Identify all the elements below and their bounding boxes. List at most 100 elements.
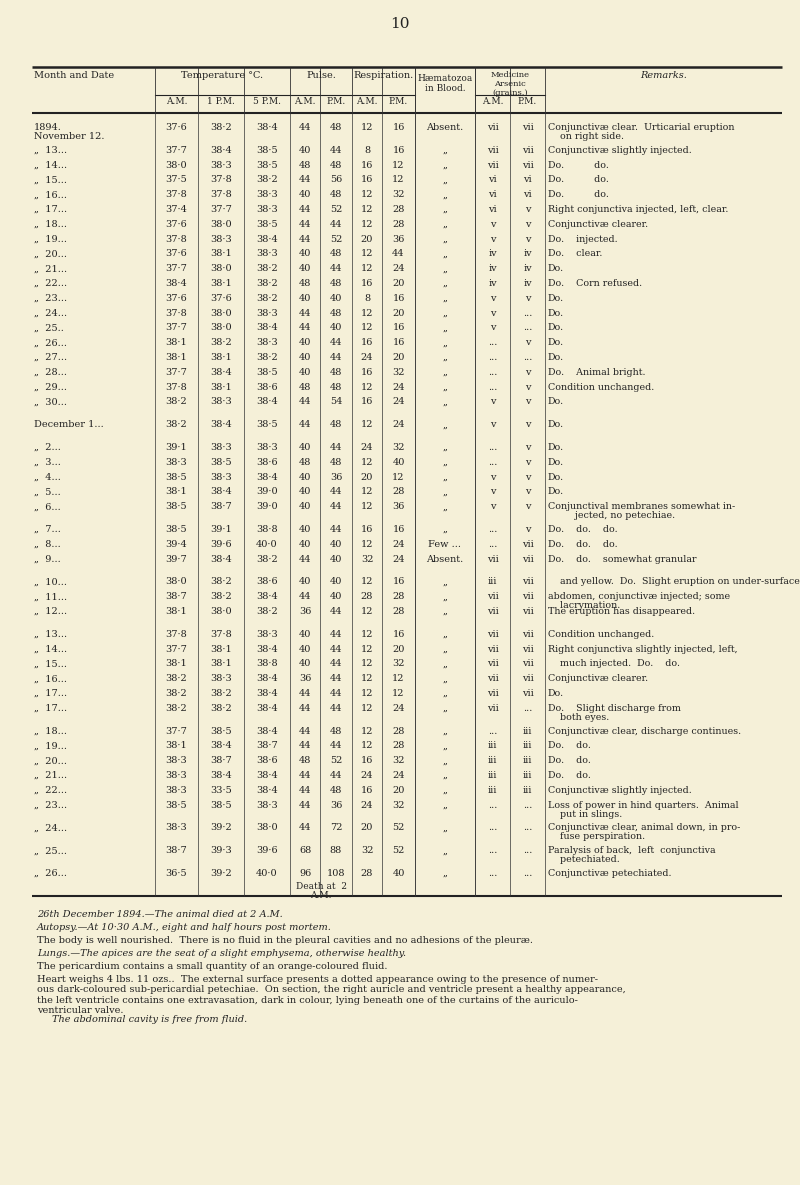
Text: 38·4: 38·4 bbox=[166, 278, 187, 288]
Text: Month and Date: Month and Date bbox=[34, 71, 114, 81]
Text: Do.    do.    do.: Do. do. do. bbox=[548, 525, 618, 534]
Text: 38·6: 38·6 bbox=[256, 457, 278, 467]
Text: 38·4: 38·4 bbox=[256, 771, 278, 780]
Text: 44: 44 bbox=[330, 645, 342, 654]
Text: The eruption has disappeared.: The eruption has disappeared. bbox=[548, 607, 695, 616]
Text: v: v bbox=[525, 397, 530, 406]
Text: 38·0: 38·0 bbox=[210, 607, 232, 616]
Text: 12: 12 bbox=[361, 457, 374, 467]
Text: 8: 8 bbox=[364, 294, 370, 303]
Text: 68: 68 bbox=[299, 846, 311, 856]
Text: ...: ... bbox=[523, 869, 532, 878]
Text: ...: ... bbox=[523, 824, 532, 832]
Text: 24: 24 bbox=[392, 540, 405, 549]
Text: 28: 28 bbox=[392, 726, 405, 736]
Text: 38·1: 38·1 bbox=[166, 659, 187, 668]
Text: „  18...: „ 18... bbox=[34, 219, 67, 229]
Text: v: v bbox=[525, 235, 530, 244]
Text: The body is well nourished.  There is no fluid in the pleural cavities and no ad: The body is well nourished. There is no … bbox=[37, 936, 533, 944]
Text: 44: 44 bbox=[330, 607, 342, 616]
Text: 54: 54 bbox=[330, 397, 342, 406]
Text: vii: vii bbox=[522, 592, 534, 601]
Text: 52: 52 bbox=[330, 756, 342, 766]
Text: 38·7: 38·7 bbox=[166, 592, 187, 601]
Text: 38·2: 38·2 bbox=[210, 704, 232, 713]
Text: 44: 44 bbox=[330, 742, 342, 750]
Text: vii: vii bbox=[486, 146, 498, 155]
Text: 48: 48 bbox=[299, 278, 311, 288]
Text: petechiated.: petechiated. bbox=[548, 856, 620, 864]
Text: „: „ bbox=[442, 629, 447, 639]
Text: 44: 44 bbox=[330, 688, 342, 698]
Text: Conjunctivæ clearer.: Conjunctivæ clearer. bbox=[548, 219, 648, 229]
Text: 38·2: 38·2 bbox=[256, 278, 278, 288]
Text: 24: 24 bbox=[392, 771, 405, 780]
Text: 44: 44 bbox=[298, 726, 311, 736]
Text: 37·6: 37·6 bbox=[166, 219, 187, 229]
Text: 38·1: 38·1 bbox=[210, 249, 232, 258]
Text: 36: 36 bbox=[392, 235, 405, 244]
Text: 37·6: 37·6 bbox=[166, 123, 187, 132]
Text: 48: 48 bbox=[299, 457, 311, 467]
Text: 88: 88 bbox=[330, 846, 342, 856]
Text: „  21...: „ 21... bbox=[34, 264, 67, 274]
Text: 44: 44 bbox=[298, 219, 311, 229]
Text: ...: ... bbox=[488, 846, 497, 856]
Text: 38·2: 38·2 bbox=[256, 353, 278, 361]
Text: 40: 40 bbox=[330, 555, 342, 564]
Text: 48: 48 bbox=[330, 457, 342, 467]
Text: 38·7: 38·7 bbox=[210, 502, 232, 511]
Text: 37·8: 37·8 bbox=[166, 191, 187, 199]
Text: The pericardium contains a small quantity of an orange-coloured fluid.: The pericardium contains a small quantit… bbox=[37, 962, 387, 971]
Text: 44: 44 bbox=[298, 205, 311, 214]
Text: Do.          do.: Do. do. bbox=[548, 161, 609, 169]
Text: vii: vii bbox=[522, 555, 534, 564]
Text: Condition unchanged.: Condition unchanged. bbox=[548, 383, 654, 391]
Text: ...: ... bbox=[488, 383, 497, 391]
Text: 44: 44 bbox=[298, 771, 311, 780]
Text: „: „ bbox=[442, 726, 447, 736]
Text: „  26...: „ 26... bbox=[34, 338, 67, 347]
Text: 24: 24 bbox=[361, 801, 374, 809]
Text: 26th December 1894.—The animal died at 2 A.M.: 26th December 1894.—The animal died at 2… bbox=[37, 910, 282, 918]
Text: 32: 32 bbox=[361, 846, 374, 856]
Text: 12: 12 bbox=[361, 249, 374, 258]
Text: 39·0: 39·0 bbox=[256, 502, 278, 511]
Text: „: „ bbox=[442, 846, 447, 856]
Text: 38·5: 38·5 bbox=[256, 367, 278, 377]
Text: v: v bbox=[490, 294, 495, 303]
Text: 16: 16 bbox=[392, 338, 405, 347]
Text: 38·4: 38·4 bbox=[210, 742, 232, 750]
Text: 48: 48 bbox=[299, 383, 311, 391]
Text: fuse perspiration.: fuse perspiration. bbox=[548, 832, 645, 841]
Text: 38·3: 38·3 bbox=[256, 249, 278, 258]
Text: „: „ bbox=[442, 659, 447, 668]
Text: 12: 12 bbox=[361, 645, 374, 654]
Text: 38·1: 38·1 bbox=[210, 383, 232, 391]
Text: 12: 12 bbox=[361, 191, 374, 199]
Text: 44: 44 bbox=[330, 674, 342, 684]
Text: ...: ... bbox=[523, 801, 532, 809]
Text: 38·0: 38·0 bbox=[210, 219, 232, 229]
Text: 40: 40 bbox=[299, 645, 311, 654]
Text: 36: 36 bbox=[330, 801, 342, 809]
Text: „  15...: „ 15... bbox=[34, 659, 67, 668]
Text: 44: 44 bbox=[298, 324, 311, 333]
Text: 38·0: 38·0 bbox=[210, 324, 232, 333]
Text: „: „ bbox=[442, 704, 447, 713]
Text: v: v bbox=[525, 421, 530, 429]
Text: „: „ bbox=[442, 473, 447, 481]
Text: „  14...: „ 14... bbox=[34, 645, 67, 654]
Text: 16: 16 bbox=[361, 278, 373, 288]
Text: 44: 44 bbox=[330, 353, 342, 361]
Text: „  10...: „ 10... bbox=[34, 577, 67, 587]
Text: 37·7: 37·7 bbox=[166, 264, 187, 274]
Text: 37·6: 37·6 bbox=[166, 294, 187, 303]
Text: 40: 40 bbox=[299, 146, 311, 155]
Text: 38·0: 38·0 bbox=[210, 264, 232, 274]
Text: iii: iii bbox=[523, 742, 532, 750]
Text: 44: 44 bbox=[330, 146, 342, 155]
Text: A.M.: A.M. bbox=[356, 97, 378, 105]
Text: 37·5: 37·5 bbox=[166, 175, 187, 185]
Text: Do.: Do. bbox=[548, 688, 564, 698]
